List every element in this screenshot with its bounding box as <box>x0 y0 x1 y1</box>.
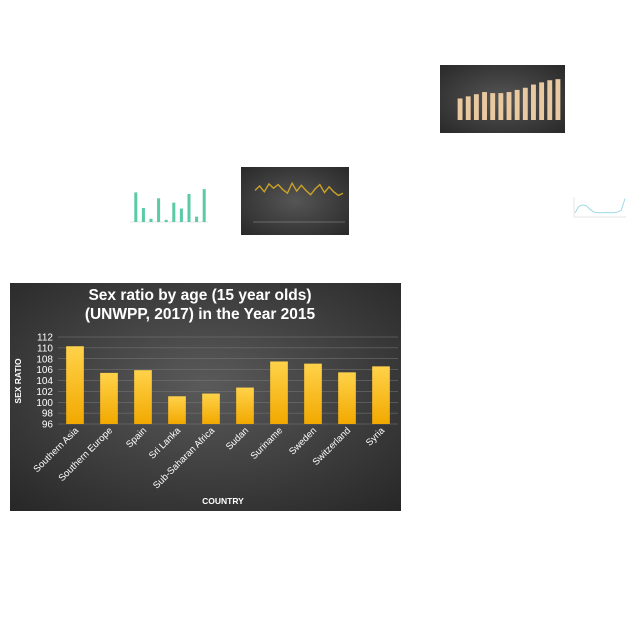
bar <box>372 366 390 424</box>
thumbnail-bar-chart-dark <box>440 65 565 133</box>
y-tick-label: 106 <box>36 365 53 376</box>
thumbnail-2-bar <box>172 202 176 222</box>
y-tick-label: 108 <box>36 354 53 365</box>
thumbnail-bar-chart-teal <box>120 177 210 235</box>
chart-title-line-1: Sex ratio by age (15 year olds) <box>88 287 311 304</box>
x-axis-label: COUNTRY <box>202 496 244 506</box>
bar <box>236 387 254 424</box>
thumbnail-2-bar <box>141 208 145 222</box>
thumbnail-2-bar <box>157 198 161 222</box>
thumbnail-2-bar <box>187 194 191 222</box>
thumbnail-line-chart-light <box>568 185 628 235</box>
y-tick-label: 110 <box>37 343 53 354</box>
thumbnail-1-bar <box>506 92 512 120</box>
thumbnail-1-bar <box>522 87 528 120</box>
thumbnail-1-bar <box>555 79 561 120</box>
thumbnail-1-bar <box>482 92 487 120</box>
y-tick-label: 112 <box>37 333 53 344</box>
y-tick-label: 104 <box>36 376 53 387</box>
thumbnail-1-bar <box>547 80 553 120</box>
thumbnail-2-bar <box>134 192 138 222</box>
thumbnail-2-bar <box>164 219 168 222</box>
thumbnail-1-bar <box>465 96 471 120</box>
thumbnail-4-series-line <box>574 198 626 214</box>
thumbnail-line-chart-dark <box>241 167 349 235</box>
bar <box>304 363 322 424</box>
bar <box>168 396 186 424</box>
thumbnail-1-bar <box>531 84 536 120</box>
thumbnail-2-bar <box>179 208 183 222</box>
thumbnail-1-bar <box>473 94 479 120</box>
y-axis-label: SEX RATIO <box>13 358 23 404</box>
thumbnail-2-bar <box>149 218 153 222</box>
y-tick-label: 102 <box>36 387 53 398</box>
thumbnail-1-bar <box>498 93 504 120</box>
bar <box>270 361 288 424</box>
bar <box>134 370 152 424</box>
thumbnail-2-bar <box>202 189 206 222</box>
thumbnail-1-bar <box>539 82 545 120</box>
thumbnail-1-bar <box>457 98 463 120</box>
y-tick-label: 98 <box>42 409 54 420</box>
bar <box>202 393 220 424</box>
chart-title-line-2: (UNWPP, 2017) in the Year 2015 <box>85 306 316 323</box>
bar <box>66 346 84 424</box>
bar <box>338 372 356 424</box>
y-tick-label: 100 <box>36 398 53 409</box>
bars <box>66 346 390 424</box>
thumbnail-1-bar <box>490 93 496 120</box>
thumbnail-1-bar <box>514 89 520 120</box>
thumbnail-2-bar <box>195 216 199 222</box>
y-tick-label: 96 <box>42 420 54 431</box>
main-bar-chart: Sex ratio by age (15 year olds) (UNWPP, … <box>10 283 401 511</box>
thumbnail-3-background <box>241 167 349 235</box>
thumbnail-3-series-line <box>254 181 344 197</box>
bar <box>100 372 118 424</box>
